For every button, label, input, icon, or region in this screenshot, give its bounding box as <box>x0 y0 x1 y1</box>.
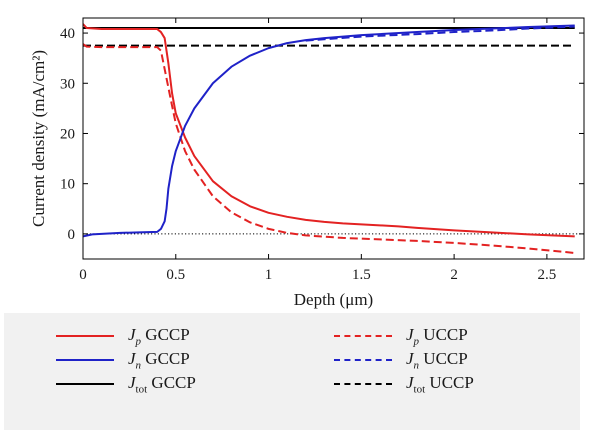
current-density-chart: 0 0.5 1 1.5 2 2.5 0 10 20 30 40 Depth (μm) Current d… <box>29 17 585 309</box>
y-tick-label: 40 <box>60 26 75 42</box>
y-axis-label: Current density (mA/cm²) <box>29 50 48 227</box>
legend-label: Jtot UCCP <box>406 372 474 396</box>
y-tick-label: 10 <box>60 177 75 193</box>
legend-swatch <box>56 359 114 361</box>
legend-item-jn-uccp: Jn UCCP <box>334 349 468 371</box>
legend-item-jtot-gccp: Jtot GCCP <box>56 373 196 395</box>
series-line-jp-uccp <box>83 43 575 254</box>
y-tick-label: 20 <box>60 126 75 142</box>
legend-label: Jn GCCP <box>128 348 190 372</box>
legend-swatch <box>334 359 392 361</box>
series-line-jn-gccp <box>83 24 575 238</box>
legend-item-jtot-uccp: Jtot UCCP <box>334 373 474 395</box>
legend-label: Jp UCCP <box>406 324 468 348</box>
y-tick-label: 30 <box>60 76 75 92</box>
y-tick-label: 0 <box>68 227 76 243</box>
x-tick-label: 2 <box>450 267 458 283</box>
legend-swatch <box>334 383 392 385</box>
legend: Jp GCCP Jn GCCP Jtot GCCP Jp UCCP Jn UCCP Jto… <box>4 313 580 430</box>
legend-label: Jp GCCP <box>128 324 190 348</box>
plot-area <box>83 23 584 254</box>
series-line-jn-uccp <box>305 25 575 42</box>
legend-swatch <box>334 335 392 337</box>
legend-item-jn-gccp: Jn GCCP <box>56 349 190 371</box>
plot-frame <box>82 17 585 260</box>
legend-swatch <box>56 383 114 385</box>
series-line-jp-gccp <box>83 23 575 238</box>
x-axis-label: Depth (μm) <box>294 290 373 309</box>
x-tick-label: 0.5 <box>166 267 185 283</box>
legend-swatch <box>56 335 114 337</box>
legend-label: Jtot GCCP <box>128 372 196 396</box>
x-tick-label: 1.5 <box>352 267 371 283</box>
legend-item-jp-uccp: Jp UCCP <box>334 325 468 347</box>
x-tick-label: 2.5 <box>538 267 557 283</box>
legend-item-jp-gccp: Jp GCCP <box>56 325 190 347</box>
x-tick-label: 1 <box>265 267 273 283</box>
legend-label: Jn UCCP <box>406 348 468 372</box>
x-tick-label: 0 <box>79 267 87 283</box>
